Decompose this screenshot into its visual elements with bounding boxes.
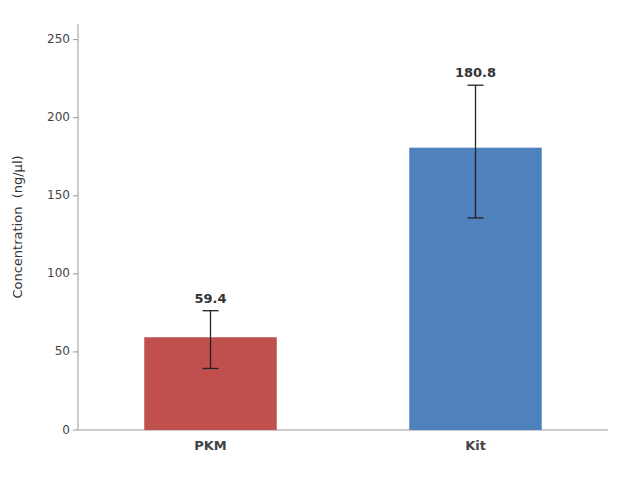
data-label: 180.8 [455, 65, 496, 80]
marks [144, 148, 542, 430]
y-axis-line [78, 24, 79, 430]
error-bar-down [203, 337, 219, 368]
y-tick-label: 50 [55, 344, 70, 358]
y-tick-label: 100 [47, 266, 70, 280]
error-bar-down [468, 148, 484, 218]
error-bars [203, 85, 484, 368]
x-tick-label: PKM [194, 438, 227, 453]
y-tick [73, 117, 78, 118]
error-bar-up [203, 311, 219, 338]
y-axis-label: Concentration (ng/µl) [10, 155, 25, 298]
y-tick [73, 430, 78, 431]
data-label: 59.4 [194, 291, 226, 306]
chart-svg: 0 50 100 150 200 250 PKM Kit Concentration (ng/µ… [0, 0, 632, 480]
error-bar-up [468, 85, 484, 147]
chart-container: 0 50 100 150 200 250 PKM Kit Concentration (ng/µ… [0, 0, 632, 480]
bar [409, 148, 542, 430]
x-tick-label: Kit [465, 438, 486, 453]
axes: 0 50 100 150 200 250 PKM Kit [47, 24, 608, 453]
y-tick [73, 39, 78, 40]
y-tick-label: 250 [47, 32, 70, 46]
y-tick [73, 351, 78, 352]
y-tick-label: 0 [62, 423, 70, 437]
y-tick-label: 200 [47, 110, 70, 124]
data-labels: 59.4 180.8 [194, 65, 496, 305]
y-tick [73, 195, 78, 196]
y-tick [73, 273, 78, 274]
y-tick-label: 150 [47, 188, 70, 202]
bar [144, 337, 277, 430]
